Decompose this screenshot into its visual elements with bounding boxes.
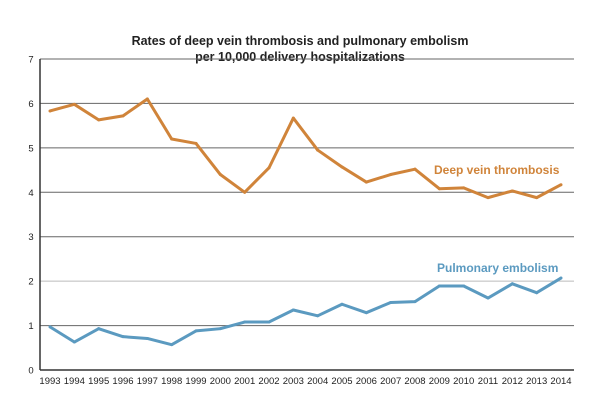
data-point: [510, 282, 514, 286]
x-tick-label: 2004: [307, 376, 328, 387]
x-tick-label: 2001: [234, 376, 255, 387]
data-point: [243, 320, 247, 324]
data-point: [267, 166, 271, 170]
data-point: [291, 308, 295, 312]
data-point: [389, 173, 393, 177]
data-point: [218, 173, 222, 177]
y-tick-label: 7: [28, 55, 33, 66]
data-point: [413, 167, 417, 171]
data-point: [243, 190, 247, 194]
y-tick-label: 1: [28, 321, 33, 332]
x-tick-label: 1995: [88, 376, 109, 387]
x-tick-label: 2008: [404, 376, 425, 387]
data-point: [559, 183, 563, 187]
x-tick-label: 2005: [331, 376, 352, 387]
chart-title-line-2: per 10,000 delivery hospitalizations: [195, 50, 405, 64]
data-point: [340, 302, 344, 306]
data-point: [535, 196, 539, 200]
data-point: [72, 102, 76, 106]
series-line-dvt: [49, 97, 562, 200]
data-point: [437, 284, 441, 288]
data-point: [72, 340, 76, 344]
series-label-dvt: Deep vein thrombosis: [434, 163, 560, 177]
data-point: [48, 109, 52, 113]
data-point: [535, 291, 539, 295]
x-tick-label: 2003: [283, 376, 304, 387]
x-tick-label: 1998: [161, 376, 182, 387]
data-point: [97, 327, 101, 331]
data-point: [437, 187, 441, 191]
x-tick-label: 1997: [137, 376, 158, 387]
data-point: [170, 343, 174, 347]
x-tick-label: 1999: [185, 376, 206, 387]
data-point: [145, 336, 149, 340]
data-point: [97, 118, 101, 122]
data-point: [462, 284, 466, 288]
data-point: [364, 180, 368, 184]
data-point: [145, 97, 149, 101]
data-point: [316, 148, 320, 152]
x-tick-label: 2007: [380, 376, 401, 387]
x-tick-label: 2009: [429, 376, 450, 387]
data-point: [218, 327, 222, 331]
data-point: [48, 325, 52, 329]
data-point: [194, 141, 198, 145]
data-point: [510, 189, 514, 193]
y-tick-label: 3: [28, 232, 33, 243]
data-point: [316, 314, 320, 318]
data-point: [462, 186, 466, 190]
x-tick-label: 1994: [64, 376, 85, 387]
x-tick-label: 2002: [258, 376, 279, 387]
data-point: [170, 137, 174, 141]
x-tick-label: 2014: [550, 376, 571, 387]
y-tick-label: 2: [28, 277, 33, 288]
series-line-pe: [49, 276, 562, 347]
x-tick-label: 2013: [526, 376, 547, 387]
y-tick-label: 6: [28, 99, 33, 110]
series-label-pe: Pulmonary embolism: [437, 261, 558, 275]
data-point: [340, 165, 344, 169]
x-tick-label: 2012: [502, 376, 523, 387]
data-point: [486, 196, 490, 200]
data-point: [194, 329, 198, 333]
data-point: [121, 335, 125, 339]
x-tick-label: 2000: [210, 376, 231, 387]
x-tick-label: 1996: [112, 376, 133, 387]
data-point: [121, 114, 125, 118]
y-tick-label: 4: [28, 188, 33, 199]
y-tick-label: 5: [28, 143, 33, 154]
data-point: [291, 116, 295, 120]
data-point: [364, 311, 368, 315]
y-tick-label: 0: [28, 366, 33, 377]
data-point: [267, 320, 271, 324]
x-tick-label: 2011: [478, 376, 498, 387]
x-tick-label: 1993: [39, 376, 60, 387]
data-point: [559, 276, 563, 280]
chart-title-line-1: Rates of deep vein thrombosis and pulmon…: [132, 34, 469, 48]
data-point: [389, 300, 393, 304]
data-point: [413, 300, 417, 304]
data-point: [486, 296, 490, 300]
x-tick-label: 2006: [356, 376, 377, 387]
x-tick-label: 2010: [453, 376, 474, 387]
